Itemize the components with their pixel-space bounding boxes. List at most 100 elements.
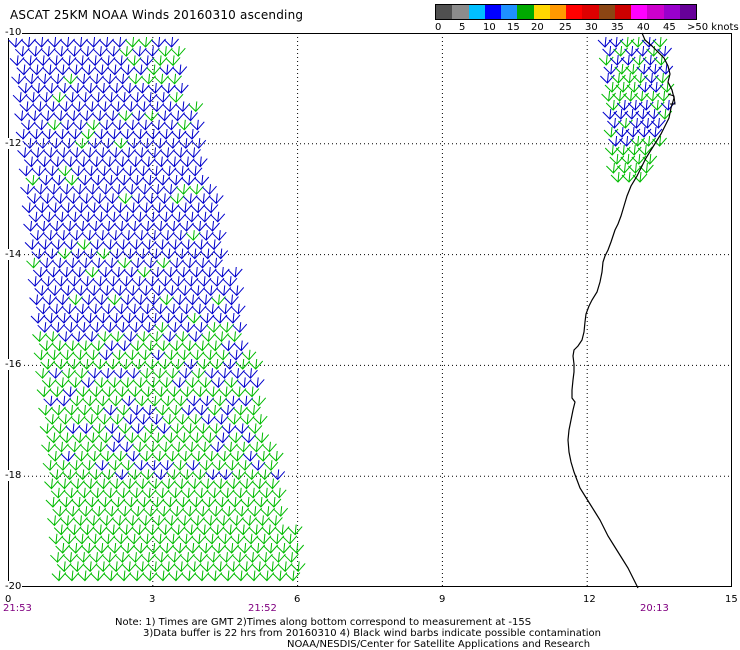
- wind-barb: [44, 248, 60, 260]
- wind-barb: [99, 515, 114, 527]
- wind-barb: [159, 230, 175, 241]
- colorbar-swatch: [598, 5, 615, 19]
- wind-barb: [153, 220, 168, 232]
- wind-barb: [128, 73, 143, 85]
- wind-barb: [123, 331, 138, 343]
- wind-barb: [174, 165, 190, 177]
- wind-barb: [68, 64, 84, 76]
- wind-barb: [41, 211, 57, 223]
- wind-barb: [126, 368, 141, 379]
- wind-barb: [104, 506, 120, 517]
- wind-barb: [73, 36, 88, 48]
- wind-barb: [81, 230, 97, 241]
- wind-barb: [113, 533, 129, 545]
- colorbar-swatch: [517, 5, 534, 19]
- wind-barb: [127, 220, 142, 232]
- wind-barb: [207, 404, 222, 416]
- wind-barb: [31, 165, 47, 177]
- wind-barb: [24, 73, 39, 85]
- wind-barb: [621, 171, 637, 183]
- wind-barb: [65, 193, 81, 205]
- wind-barb: [104, 257, 119, 269]
- wind-barb: [258, 552, 273, 563]
- wind-barb: [160, 395, 176, 407]
- wind-barb: [181, 340, 197, 352]
- wind-barb: [130, 257, 145, 269]
- wind-barb: [131, 110, 146, 122]
- wind-barb: [60, 36, 75, 48]
- wind-barb: [230, 533, 246, 545]
- wind-barb: [250, 460, 266, 471]
- wind-barb: [42, 230, 58, 241]
- wind-barb: [105, 110, 120, 122]
- wind-barb: [211, 230, 227, 241]
- wind-barb: [95, 312, 111, 324]
- wind-barb: [89, 552, 104, 563]
- wind-barb: [132, 128, 148, 140]
- wind-barb: [201, 331, 216, 343]
- wind-barb: [194, 404, 209, 416]
- wind-barb: [112, 285, 128, 297]
- wind-barb: [92, 358, 108, 370]
- wind-barb: [137, 184, 152, 195]
- wind-barb: [186, 312, 202, 324]
- wind-barb: [141, 239, 157, 251]
- wind-barb: [120, 294, 135, 306]
- wind-barb: [61, 533, 77, 545]
- wind-barb: [257, 469, 273, 481]
- wind-barb: [192, 220, 207, 232]
- wind-barb: [231, 386, 247, 398]
- wind-barb: [290, 561, 306, 573]
- wind-barb: [162, 101, 178, 113]
- wind-barb: [42, 64, 58, 76]
- wind-barb: [133, 460, 149, 471]
- wind-barb: [133, 230, 149, 241]
- wind-barb: [171, 441, 186, 453]
- wind-barb: [604, 81, 620, 93]
- wind-barb: [27, 276, 43, 287]
- wind-barb: [633, 72, 648, 84]
- wind-barb: [215, 349, 231, 361]
- wind-barb: [45, 101, 61, 113]
- wind-barb: [80, 211, 96, 223]
- wind-barb: [215, 432, 231, 444]
- wind-barb: [287, 524, 303, 536]
- wind-barb: [139, 303, 155, 315]
- wind-barb: [173, 561, 189, 573]
- wind-barb: [157, 46, 173, 57]
- wind-barb: [79, 46, 95, 57]
- wind-barb: [72, 349, 88, 361]
- wind-barb: [154, 73, 169, 85]
- wind-barb: [80, 128, 96, 140]
- wind-barb: [613, 45, 628, 57]
- wind-barb: [209, 358, 225, 370]
- wind-barb: [143, 423, 159, 435]
- wind-barb: [264, 561, 280, 573]
- wind-barb: [127, 386, 143, 398]
- wind-barb: [183, 524, 199, 536]
- wind-barb: [76, 322, 92, 333]
- wind-barb: [158, 441, 173, 453]
- wind-barb: [102, 322, 118, 333]
- wind-barb: [147, 82, 163, 94]
- wind-barb: [82, 395, 98, 407]
- wind-barb: [97, 496, 113, 508]
- wind-barb: [159, 460, 175, 471]
- lat-label: -12: [4, 137, 23, 149]
- wind-barb: [142, 174, 158, 186]
- wind-barb: [205, 469, 221, 481]
- wind-barb: [155, 92, 171, 103]
- wind-barb: [26, 257, 41, 269]
- wind-barb: [63, 322, 79, 333]
- wind-barb: [141, 73, 156, 85]
- wind-barb: [192, 386, 208, 398]
- wind-barb: [172, 230, 188, 241]
- wind-barb: [51, 92, 67, 103]
- wind-barb: [205, 220, 220, 232]
- wind-barb: [78, 257, 93, 269]
- wind-barb: [230, 303, 246, 315]
- wind-barb: [237, 460, 253, 471]
- wind-barb: [602, 45, 617, 57]
- wind-barb: [204, 533, 220, 545]
- wind-barb: [124, 349, 140, 361]
